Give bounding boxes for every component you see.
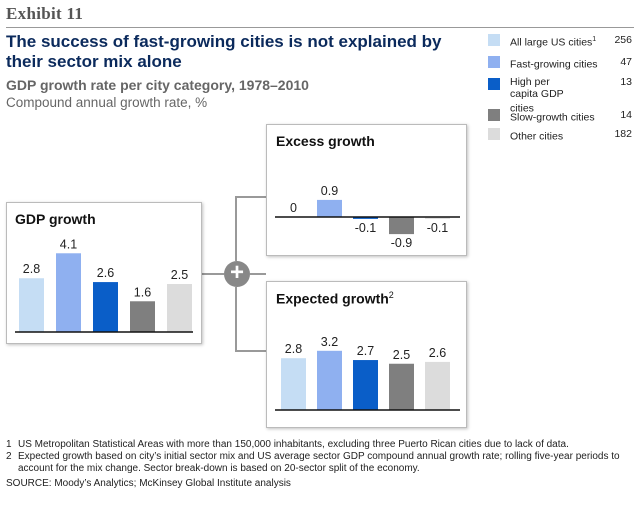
footnote-number: 2 — [6, 451, 12, 462]
legend-swatch — [488, 34, 500, 46]
chart-unit-label: Compound annual growth rate, % — [6, 95, 208, 110]
connector-line — [235, 287, 237, 352]
connector-line — [235, 196, 266, 198]
footnote: 1 US Metropolitan Statistical Areas with… — [6, 439, 636, 451]
excess-growth-chart: 0 0.9 -0.1 -0.9 -0.1 — [275, 184, 460, 250]
data-label-slow-growth: 2.5 — [393, 348, 410, 362]
source-note: SOURCE: Moody’s Analytics; McKinsey Glob… — [6, 478, 291, 489]
legend-label: Fast-growing cities — [510, 58, 598, 71]
exhibit-label: Exhibit 11 — [6, 4, 84, 23]
connector-line — [235, 196, 237, 261]
bar-all-large — [281, 358, 306, 410]
footnote-text: US Metropolitan Statistical Areas with m… — [18, 439, 569, 450]
legend-count: 13 — [620, 76, 632, 88]
footnote: 2 Expected growth based on city’s initia… — [6, 451, 636, 475]
expected-growth-chart: 2.8 3.2 2.7 2.5 2.6 — [275, 335, 460, 411]
data-label-other: -0.1 — [427, 221, 449, 235]
gdp-growth-title: GDP growth — [15, 211, 96, 227]
data-label-slow-growth: -0.9 — [391, 236, 413, 250]
data-label-high-per-capita: 2.7 — [357, 344, 374, 358]
excess-growth-title: Excess growth — [276, 133, 375, 149]
legend-swatch — [488, 109, 500, 121]
connector-line — [235, 350, 266, 352]
legend-label: All large US cities1 — [510, 36, 597, 49]
bar-other — [167, 284, 192, 332]
legend-count: 256 — [614, 34, 632, 46]
gdp-growth-panel: GDP growth 2.8 4.1 2.6 1.6 2.5 — [6, 202, 202, 344]
data-label-fast-growing: 3.2 — [321, 335, 338, 349]
legend-count: 182 — [614, 128, 632, 140]
bar-other — [425, 361, 450, 410]
legend-swatch — [488, 78, 500, 90]
connector-line — [200, 273, 224, 275]
bar-high-per-capita — [353, 360, 378, 410]
legend-swatch — [488, 128, 500, 140]
gdp-growth-chart: 2.8 4.1 2.6 1.6 2.5 — [15, 237, 193, 333]
legend-label: High per capita GDP cities — [510, 76, 564, 115]
data-label-fast-growing: 4.1 — [60, 237, 77, 251]
bar-slow-growth — [130, 301, 155, 332]
data-label-all-large: 0 — [290, 201, 297, 215]
bar-high-per-capita — [93, 282, 118, 332]
data-label-high-per-capita: -0.1 — [355, 221, 377, 235]
data-label-high-per-capita: 2.6 — [97, 266, 114, 280]
excess-growth-panel: Excess growth 0 0.9 -0.1 -0.9 -0.1 — [266, 124, 467, 256]
data-label-fast-growing: 0.9 — [321, 184, 338, 198]
exhibit-divider — [6, 27, 634, 28]
legend-count: 14 — [620, 109, 632, 121]
expected-growth-title: Expected growth2 — [276, 290, 394, 307]
bar-high-per-capita — [353, 217, 378, 219]
footnote-text: Expected growth based on city’s initial … — [18, 451, 620, 474]
chart-subtitle: GDP growth rate per city category, 1978–… — [6, 77, 309, 93]
legend-label: Other cities — [510, 130, 564, 143]
legend-label: Slow-growth cities — [510, 111, 595, 124]
footnote-number: 1 — [6, 439, 12, 450]
bar-all-large — [19, 278, 44, 332]
bar-fast-growing — [317, 350, 342, 410]
data-label-all-large: 2.8 — [285, 342, 302, 356]
footnotes: 1 US Metropolitan Statistical Areas with… — [6, 439, 636, 490]
connector-line — [250, 273, 266, 275]
data-label-slow-growth: 1.6 — [134, 285, 151, 299]
expected-growth-panel: Expected growth2 2.8 3.2 2.7 2.5 2.6 — [266, 281, 467, 428]
data-label-other: 2.6 — [429, 346, 446, 360]
bar-other — [425, 217, 450, 219]
bar-fast-growing — [317, 199, 342, 217]
bar-slow-growth — [389, 363, 414, 410]
chart-title: The success of fast-growing cities is no… — [6, 32, 442, 71]
bar-fast-growing — [56, 253, 81, 332]
data-label-all-large: 2.8 — [23, 262, 40, 276]
data-label-other: 2.5 — [171, 268, 188, 282]
legend-swatch — [488, 56, 500, 68]
plus-icon: + — [224, 261, 250, 287]
bar-slow-growth — [389, 217, 414, 235]
legend-count: 47 — [620, 56, 632, 68]
